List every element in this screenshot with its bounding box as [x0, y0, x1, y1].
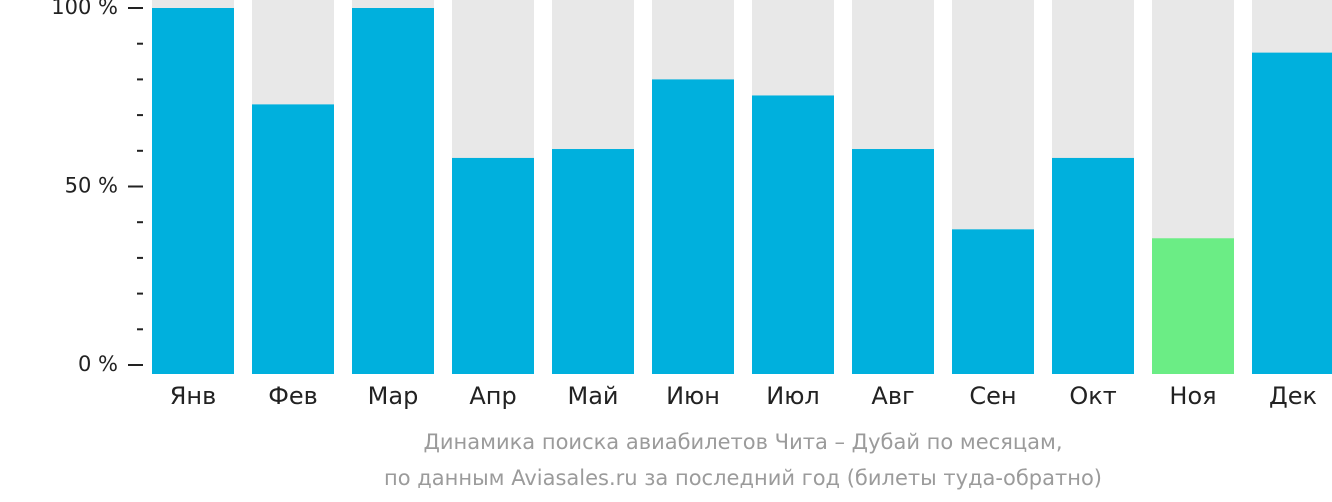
x-tick-label: Апр — [469, 382, 516, 410]
x-axis: Янв Фев Мар Апр Май Июн Июл Авг Сен Окт Ноя Дек — [170, 382, 1317, 410]
bars — [152, 0, 1332, 375]
x-tick-label: Мар — [368, 382, 419, 410]
x-tick-label: Июн — [666, 382, 720, 410]
bar-Ноя — [1152, 238, 1234, 374]
x-tick-label: Май — [567, 382, 618, 410]
bar-Сен — [952, 229, 1034, 374]
x-tick-label: Авг — [871, 382, 914, 410]
y-tick-label: 100 % — [51, 0, 118, 19]
x-tick-label: Янв — [170, 382, 217, 410]
bar-Янв — [152, 8, 234, 374]
x-tick-label: Дек — [1269, 382, 1317, 410]
x-tick-label: Фев — [268, 382, 318, 410]
y-tick-label: 0 % — [78, 352, 118, 376]
caption-line-2: по данным Aviasales.ru за последний год … — [384, 466, 1102, 490]
caption-line-1: Динамика поиска авиабилетов Чита – Дубай… — [423, 430, 1063, 454]
bar-Дек — [1252, 52, 1332, 374]
x-tick-label: Окт — [1069, 382, 1116, 410]
bar-Июн — [652, 79, 734, 375]
bar-Апр — [452, 157, 534, 374]
bar-Мар — [352, 8, 434, 374]
bar-Июл — [752, 95, 834, 374]
y-tick-label: 50 % — [65, 174, 118, 198]
bar-Авг — [852, 149, 934, 374]
bar-chart: 100 % 50 % 0 % Янв Фев Мар Апр Май Июн Июл Авг Сен… — [51, 0, 1332, 410]
bar-Май — [552, 149, 634, 374]
bar-Окт — [1052, 157, 1134, 374]
x-tick-label: Июл — [766, 382, 820, 410]
x-tick-label: Ноя — [1169, 382, 1216, 410]
bar-Фев — [252, 104, 334, 374]
y-axis: 100 % 50 % 0 % — [51, 0, 143, 376]
x-tick-label: Сен — [969, 382, 1016, 410]
